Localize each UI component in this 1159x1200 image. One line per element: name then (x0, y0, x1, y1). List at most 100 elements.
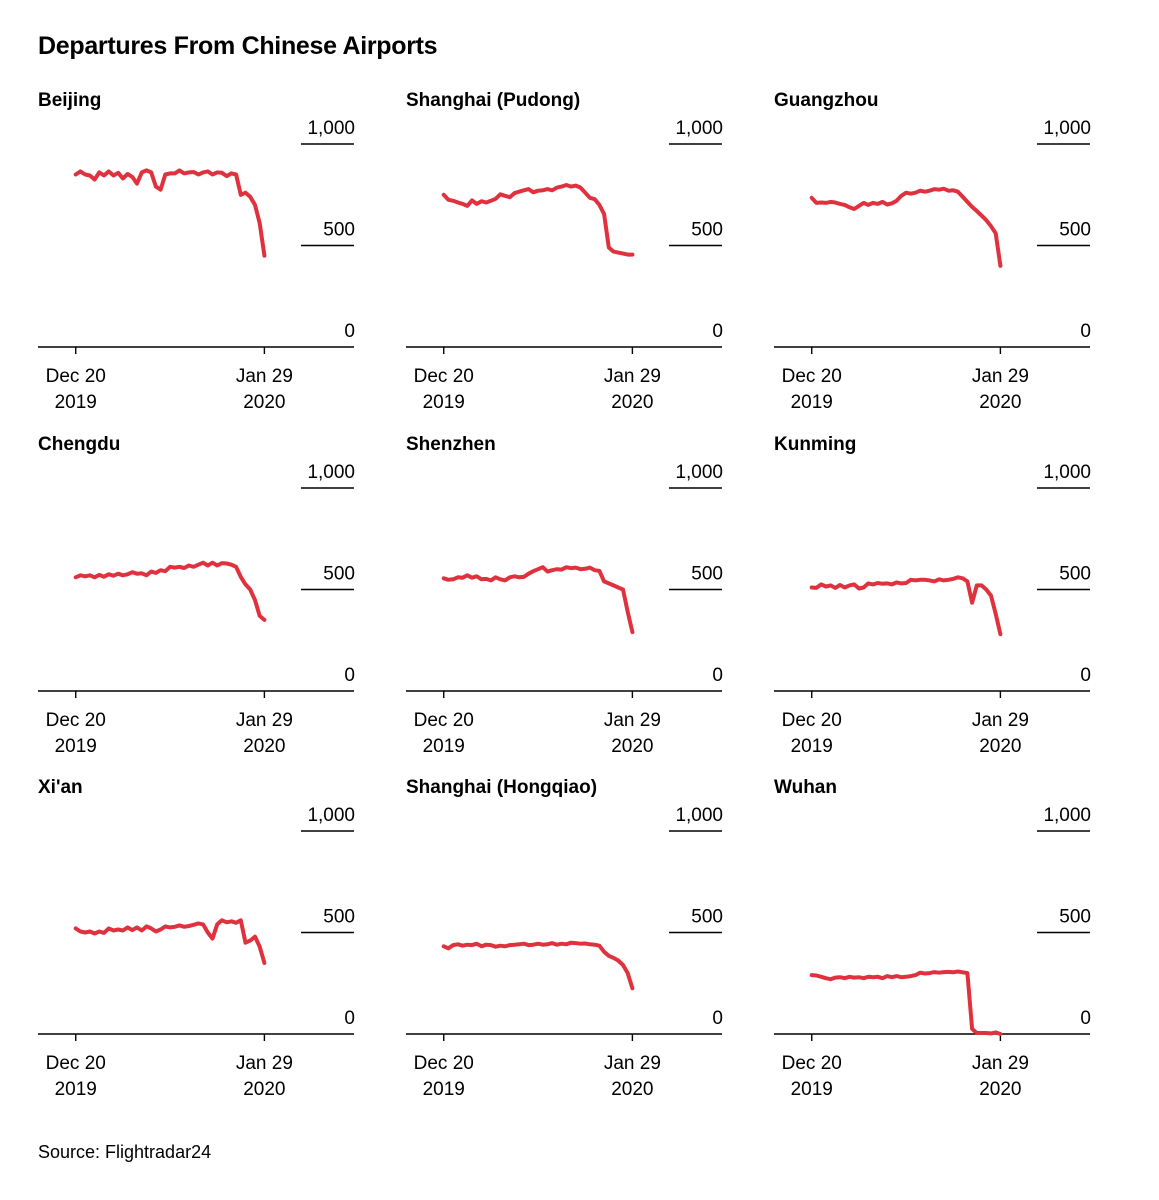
panel-chart: 1,000 500 0 Dec 20 2019 Jan 29 2020 (38, 462, 355, 757)
panel-kunming: Kunming 1,000 500 0 Dec 20 2019 Jan 29 2020 (774, 434, 1104, 764)
panel-chengdu: Chengdu 1,000 500 0 Dec 20 2019 Jan 29 2020 (38, 434, 368, 764)
panel-title: Wuhan (774, 777, 837, 798)
x-tick-label-year: 2019 (423, 392, 465, 413)
y-tick-label: 1,000 (675, 805, 723, 826)
y-tick-label: 0 (712, 665, 723, 686)
panel-chart: 1,000 500 0 Dec 20 2019 Jan 29 2020 (774, 805, 1091, 1100)
y-tick-label: 0 (1080, 1008, 1091, 1029)
x-tick-label-date: Jan 29 (972, 1053, 1029, 1074)
panel-chart: 1,000 500 0 Dec 20 2019 Jan 29 2020 (406, 805, 723, 1100)
panel-title: Chengdu (38, 434, 121, 455)
x-tick-label-year: 2020 (611, 736, 653, 757)
x-tick-label-year: 2020 (243, 392, 285, 413)
panel-chart: 1,000 500 0 Dec 20 2019 Jan 29 2020 (774, 462, 1091, 757)
panel-guangzhou: Guangzhou 1,000 500 0 Dec 20 2019 Jan 29 2020 (774, 90, 1104, 420)
x-tick-label-year: 2019 (55, 1079, 97, 1100)
y-tick-label: 500 (323, 907, 355, 928)
x-tick-label-date: Jan 29 (604, 1053, 661, 1074)
y-tick-label: 1,000 (1043, 462, 1091, 483)
y-tick-label: 500 (1059, 564, 1091, 585)
panel-title: Shenzhen (406, 434, 496, 455)
panel-title: Xi'an (38, 777, 83, 798)
x-tick-label-date: Jan 29 (236, 710, 293, 731)
y-tick-label: 0 (1080, 321, 1091, 342)
panel-chart: 1,000 500 0 Dec 20 2019 Jan 29 2020 (774, 118, 1091, 413)
series-line-departures (809, 969, 1003, 1036)
panel-title: Shanghai (Hongqiao) (406, 777, 598, 798)
y-tick-label: 500 (323, 564, 355, 585)
x-tick-label-date: Dec 20 (782, 366, 842, 387)
series-line-departures (809, 575, 1003, 637)
x-tick-label-year: 2019 (423, 736, 465, 757)
x-tick-label-date: Dec 20 (414, 1053, 474, 1074)
y-tick-label: 500 (1059, 220, 1091, 241)
x-tick-label-year: 2019 (791, 736, 833, 757)
panel-chart: 1,000 500 0 Dec 20 2019 Jan 29 2020 (38, 805, 355, 1100)
panel-title: Guangzhou (774, 90, 879, 111)
series-line-departures (73, 560, 267, 622)
x-tick-label-date: Dec 20 (782, 1053, 842, 1074)
x-tick-label-year: 2019 (791, 1079, 833, 1100)
series-line-departures (441, 565, 635, 635)
y-tick-label: 1,000 (1043, 805, 1091, 826)
series-line-departures (73, 918, 267, 965)
y-tick-label: 0 (1080, 665, 1091, 686)
x-tick-label-date: Jan 29 (972, 366, 1029, 387)
x-tick-label-date: Dec 20 (46, 366, 106, 387)
x-tick-label-date: Dec 20 (46, 1053, 106, 1074)
panel-chart: 1,000 500 0 Dec 20 2019 Jan 29 2020 (406, 118, 723, 413)
x-tick-label-year: 2020 (611, 1079, 653, 1100)
x-tick-label-date: Jan 29 (236, 366, 293, 387)
x-tick-label-date: Dec 20 (414, 366, 474, 387)
source-note: Source: Flightradar24 (38, 1142, 212, 1162)
x-tick-label-year: 2020 (243, 736, 285, 757)
x-tick-label-year: 2019 (423, 1079, 465, 1100)
y-tick-label: 1,000 (307, 805, 355, 826)
x-tick-label-year: 2019 (791, 392, 833, 413)
x-tick-label-year: 2020 (611, 392, 653, 413)
x-tick-label-year: 2019 (55, 736, 97, 757)
chart-title: Departures From Chinese Airports (38, 32, 438, 60)
x-tick-label-date: Jan 29 (236, 1053, 293, 1074)
y-tick-label: 1,000 (307, 118, 355, 139)
x-tick-label-year: 2020 (243, 1079, 285, 1100)
x-tick-label-date: Jan 29 (972, 710, 1029, 731)
x-tick-label-date: Dec 20 (414, 710, 474, 731)
panel-xi-an: Xi'an 1,000 500 0 Dec 20 2019 Jan 29 2020 (38, 777, 368, 1107)
panel-chart: 1,000 500 0 Dec 20 2019 Jan 29 2020 (406, 462, 723, 757)
x-tick-label-date: Dec 20 (46, 710, 106, 731)
y-tick-label: 1,000 (1043, 118, 1091, 139)
y-tick-label: 0 (344, 1008, 355, 1029)
panel-wuhan: Wuhan 1,000 500 0 Dec 20 2019 Jan 29 2020 (774, 777, 1104, 1107)
panel-shenzhen: Shenzhen 1,000 500 0 Dec 20 2019 Jan 29 2020 (406, 434, 736, 764)
series-line-departures (441, 183, 635, 257)
panel-title: Beijing (38, 90, 102, 111)
y-tick-label: 500 (1059, 907, 1091, 928)
panel-shanghai-hongqiao: Shanghai (Hongqiao) 1,000 500 0 Dec 20 2019 Ja… (406, 777, 736, 1107)
x-tick-label-year: 2020 (979, 392, 1021, 413)
y-tick-label: 0 (712, 321, 723, 342)
x-tick-label-year: 2020 (979, 1079, 1021, 1100)
panel-beijing: Beijing 1,000 500 0 Dec 20 2019 Jan 29 2020 (38, 90, 368, 420)
x-tick-label-date: Jan 29 (604, 366, 661, 387)
y-tick-label: 0 (344, 665, 355, 686)
panel-chart: 1,000 500 0 Dec 20 2019 Jan 29 2020 (38, 118, 355, 413)
panel-shanghai-pudong: Shanghai (Pudong) 1,000 500 0 Dec 20 2019 Jan … (406, 90, 736, 420)
y-tick-label: 500 (691, 907, 723, 928)
y-tick-label: 0 (344, 321, 355, 342)
series-line-departures (73, 168, 267, 258)
y-tick-label: 1,000 (307, 462, 355, 483)
y-tick-label: 1,000 (675, 462, 723, 483)
series-line-departures (441, 940, 635, 991)
y-tick-label: 500 (691, 220, 723, 241)
y-tick-label: 0 (712, 1008, 723, 1029)
y-tick-label: 500 (323, 220, 355, 241)
panel-title: Kunming (774, 434, 857, 455)
x-tick-label-date: Jan 29 (604, 710, 661, 731)
y-tick-label: 500 (691, 564, 723, 585)
series-line-departures (809, 186, 1003, 268)
x-tick-label-year: 2019 (55, 392, 97, 413)
x-tick-label-year: 2020 (979, 736, 1021, 757)
x-tick-label-date: Dec 20 (782, 710, 842, 731)
